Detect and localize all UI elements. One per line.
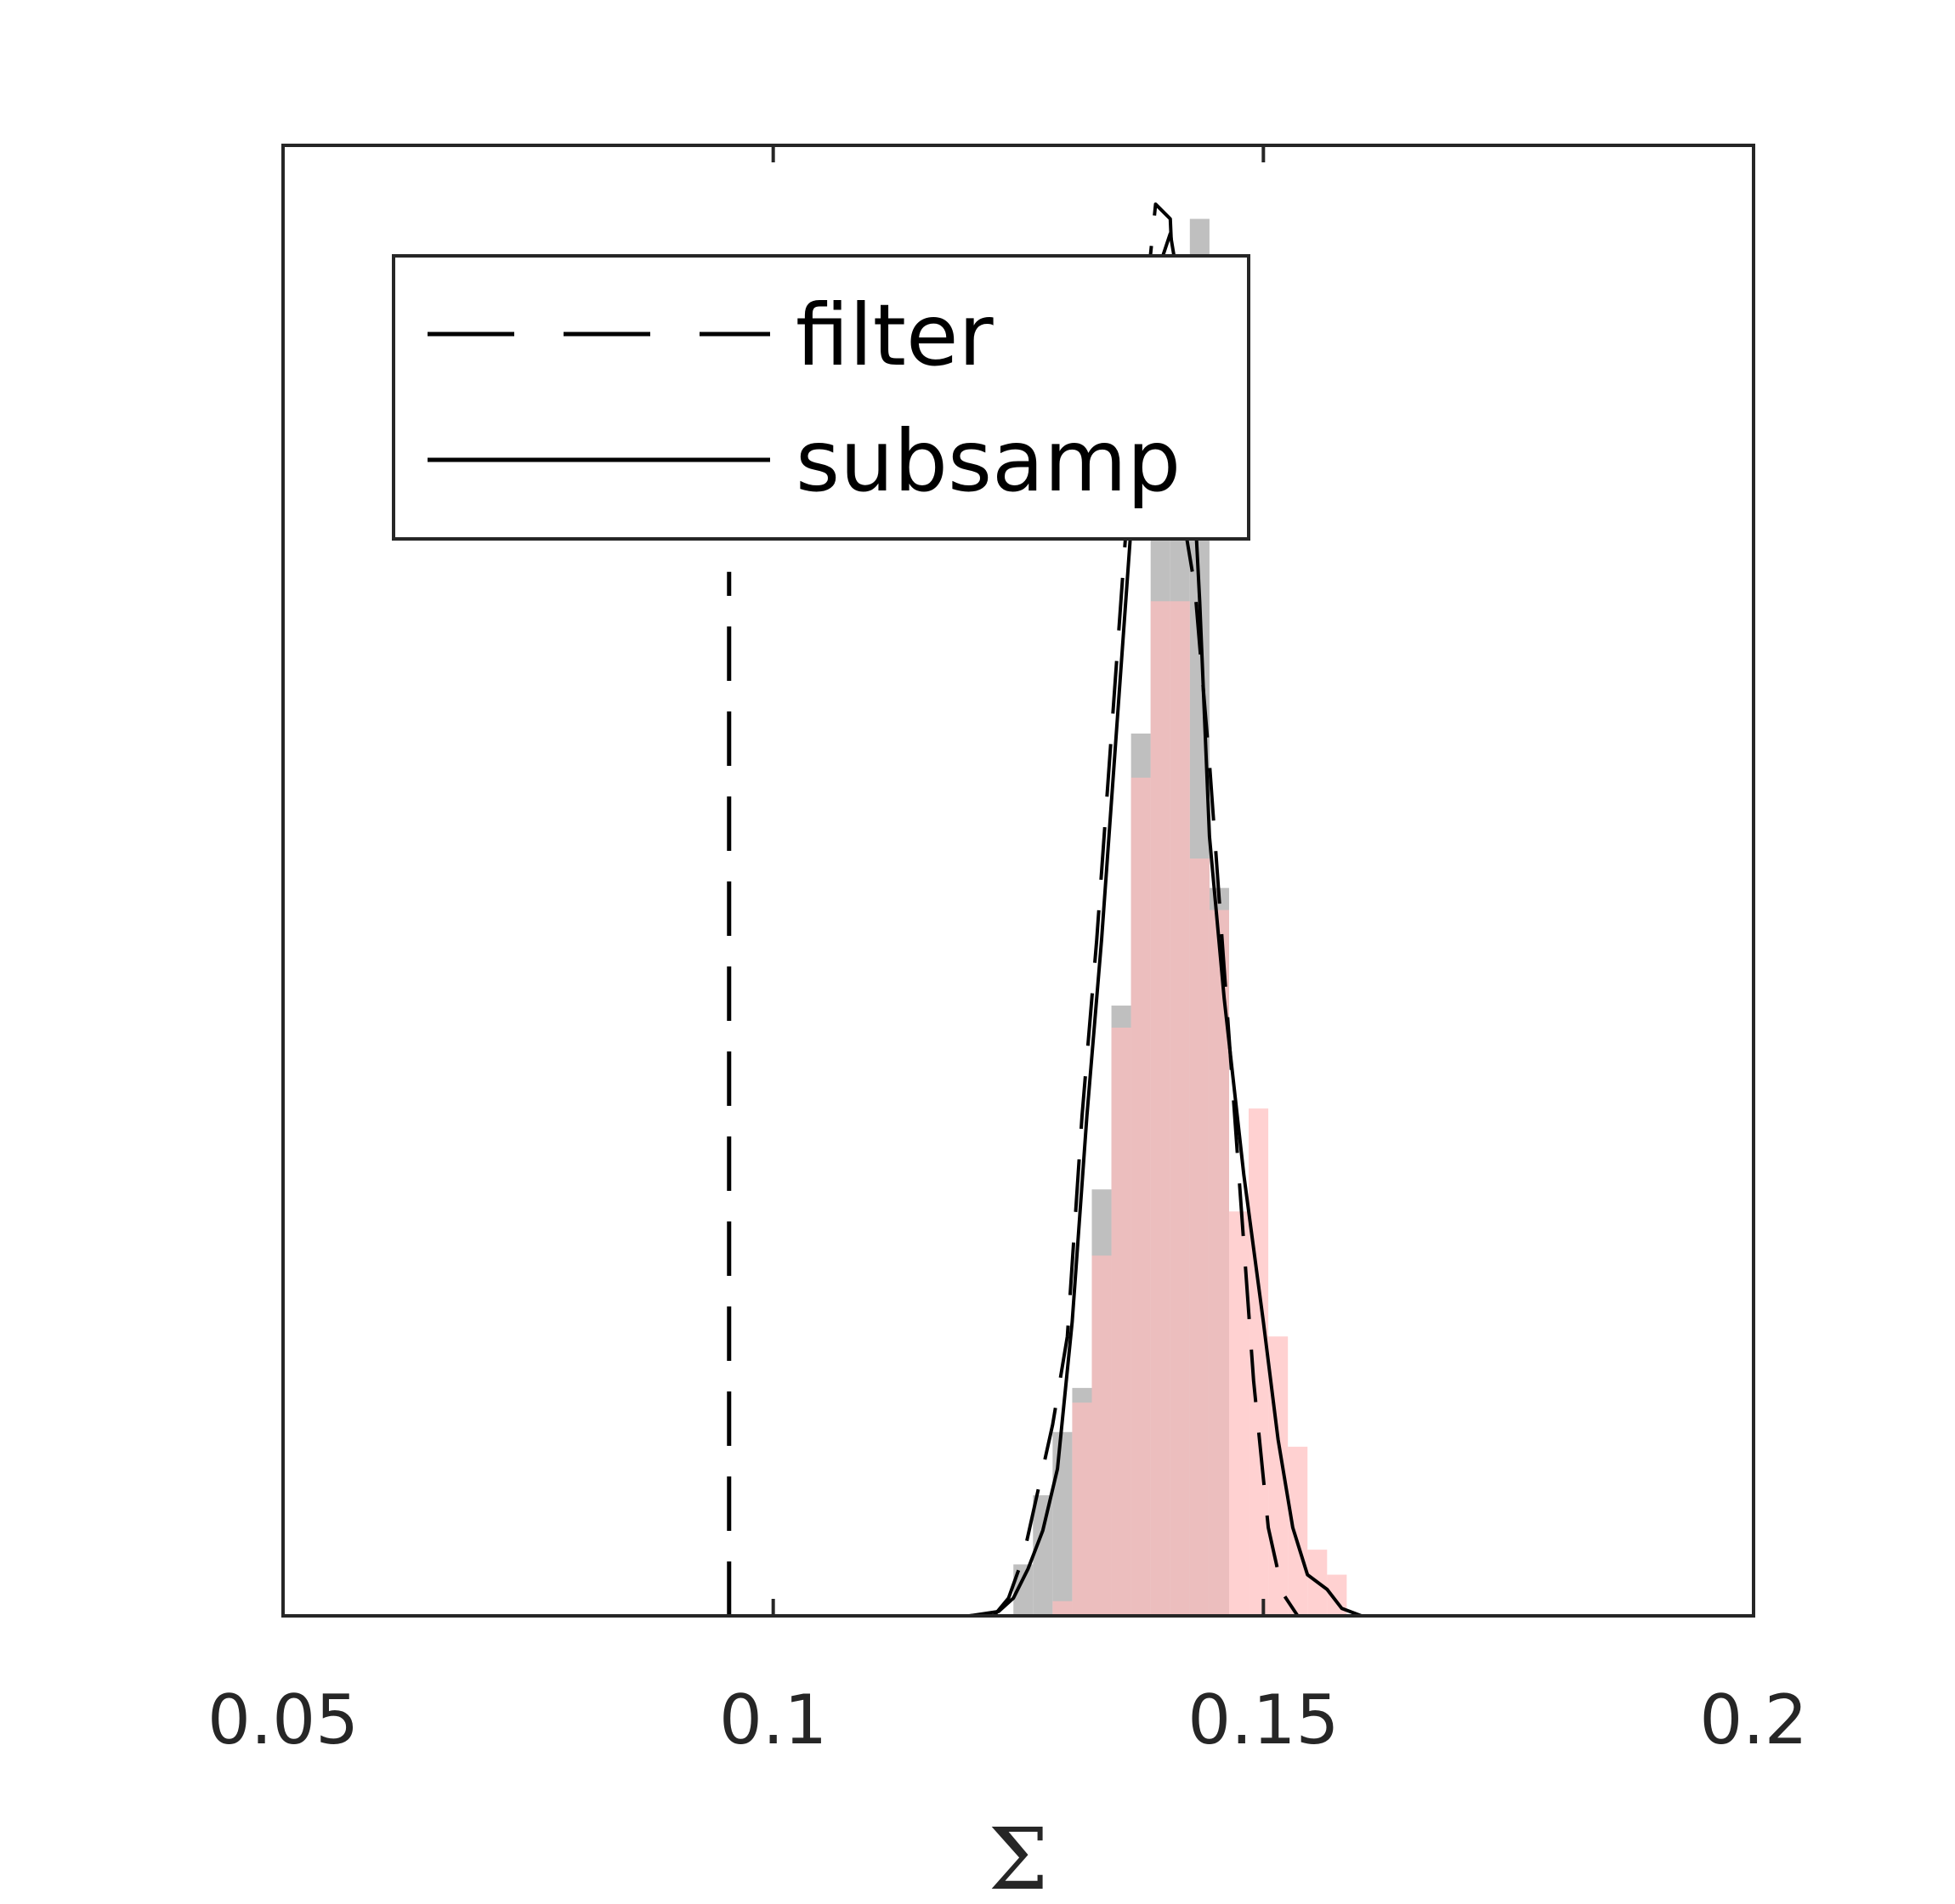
histogram-1-bar xyxy=(1013,1564,1034,1616)
curve-subsamp xyxy=(969,231,1363,1618)
histogram-2-bar xyxy=(1091,1255,1112,1616)
histogram-2-bar xyxy=(1130,777,1151,1616)
histogram-2-bar xyxy=(1111,1028,1131,1616)
histogram-2-bar xyxy=(1052,1601,1073,1616)
histogram-2-bar xyxy=(1327,1574,1347,1616)
legend-label-filter: filter xyxy=(796,286,994,385)
x-tick-label: 0.05 xyxy=(207,1680,359,1760)
plot-frame xyxy=(281,144,1755,1618)
histogram-2-bar xyxy=(1189,858,1210,1616)
legend-box xyxy=(392,254,1250,541)
histogram-2-bar xyxy=(1072,1402,1092,1616)
legend: filter subsamp xyxy=(392,254,1250,541)
histogram-2-bar xyxy=(1228,1211,1250,1616)
density-curves xyxy=(969,202,1363,1618)
x-tick-label: 0.1 xyxy=(719,1680,827,1760)
x-axis-label: Σ xyxy=(989,1810,1049,1904)
legend-label-subsamp: subsamp xyxy=(796,411,1181,511)
x-tick-label: 0.2 xyxy=(1699,1680,1807,1760)
x-tick-label: 0.15 xyxy=(1187,1680,1339,1760)
histogram-2-bar xyxy=(1209,910,1229,1616)
histogram-1-bar xyxy=(1052,1431,1073,1616)
x-axis-ticks: 0.05 0.1 0.15 0.2 xyxy=(207,145,1808,1760)
histogram-1-bar xyxy=(1033,1495,1053,1616)
histogram-2-bar xyxy=(1150,601,1170,1616)
histogram-2-bar xyxy=(1170,601,1190,1616)
curve-filter xyxy=(992,202,1300,1618)
histogram-2-bar xyxy=(1288,1447,1308,1616)
